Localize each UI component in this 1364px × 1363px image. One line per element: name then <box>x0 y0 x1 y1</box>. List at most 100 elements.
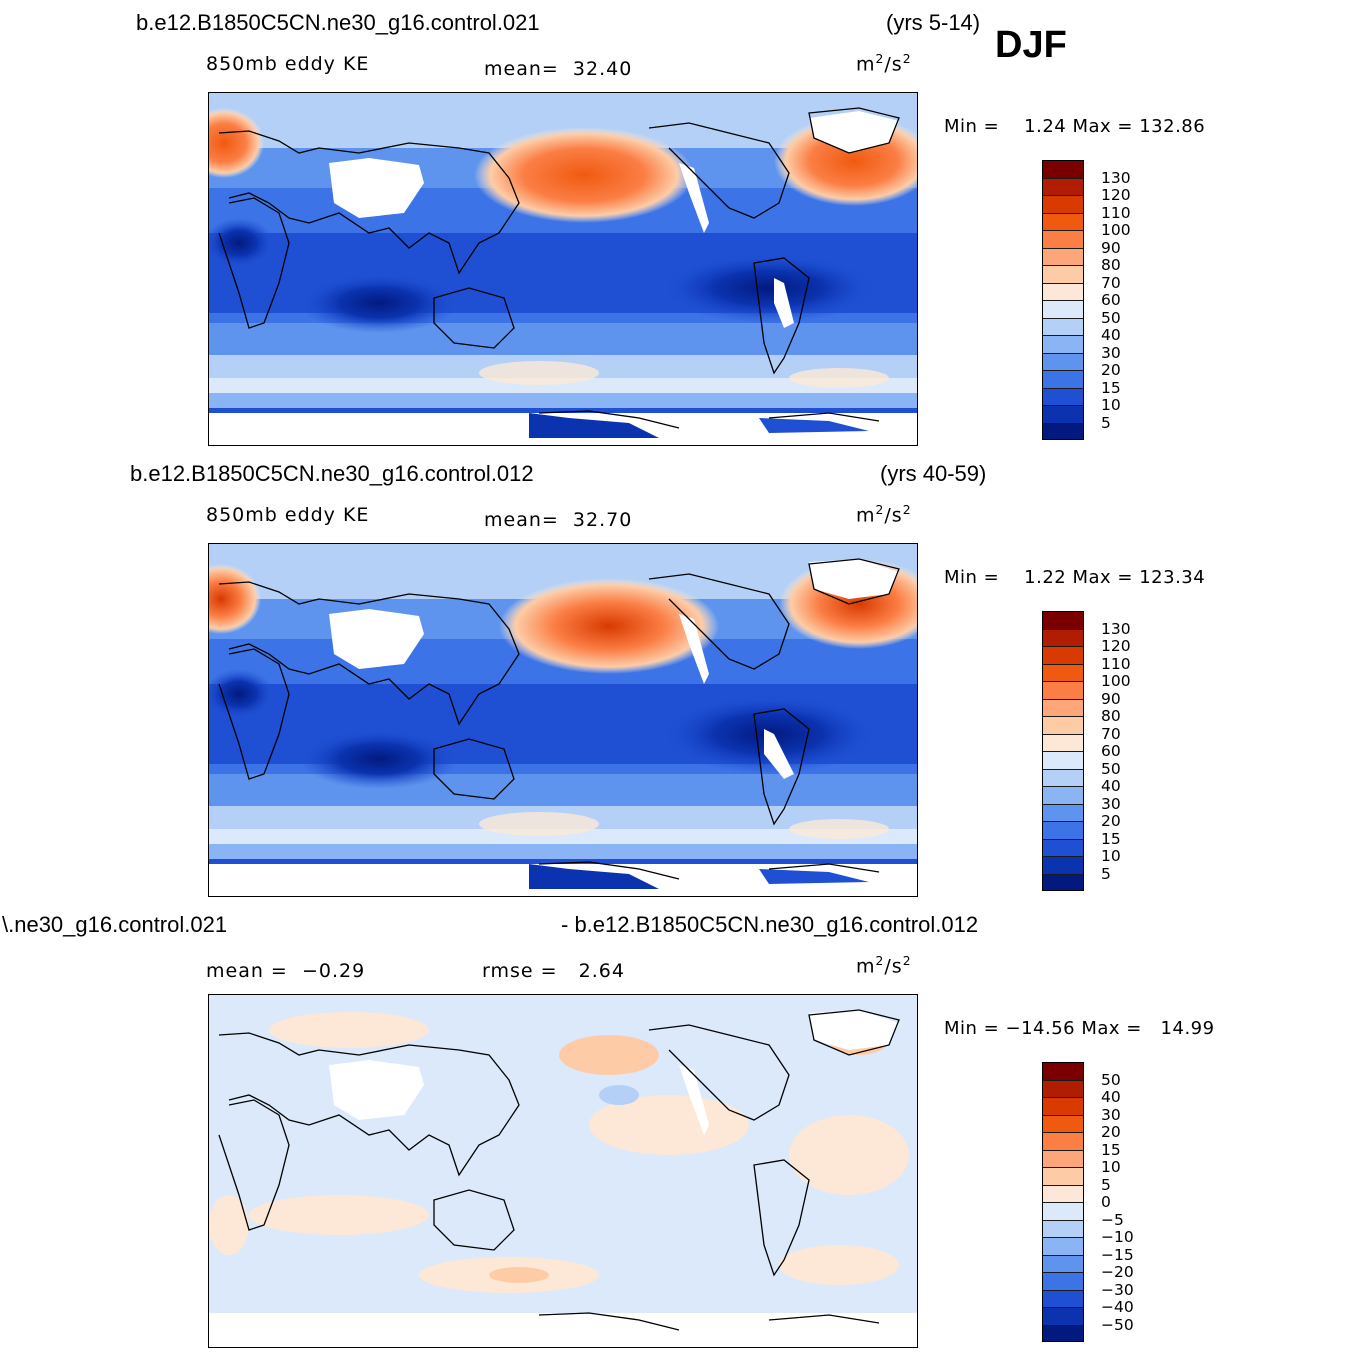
panel2-mean-label: mean= <box>484 509 559 531</box>
colorbar-swatch <box>1042 786 1084 804</box>
colorbar-swatch <box>1042 1132 1084 1150</box>
panel3-contour-field <box>209 995 917 1347</box>
min-label: Min = <box>944 567 1000 588</box>
colorbar-swatch <box>1042 370 1084 388</box>
colorbar-label: 50 <box>1101 759 1121 778</box>
colorbar-swatch <box>1042 352 1084 370</box>
panel2-mean: mean= 32.70 <box>484 509 632 531</box>
colorbar-swatch <box>1042 1202 1084 1220</box>
colorbar-swatch <box>1042 838 1084 856</box>
panel1-map <box>208 92 918 446</box>
colorbar-swatch <box>1042 1289 1084 1307</box>
colorbar-swatch <box>1042 733 1084 751</box>
colorbar-swatch <box>1042 405 1084 423</box>
colorbar-swatch <box>1042 300 1084 318</box>
colorbar-swatch <box>1042 335 1084 353</box>
colorbar-label: 10 <box>1101 847 1121 865</box>
panel1-mean-value: 32.40 <box>572 58 633 80</box>
colorbar-swatch <box>1042 751 1084 769</box>
colorbar-label: 50 <box>1101 1070 1121 1089</box>
panel3-rmse-value: 2.64 <box>578 960 625 982</box>
max-value: 132.86 <box>1139 116 1206 137</box>
colorbar-label: −10 <box>1101 1228 1134 1246</box>
colorbar-label: 30 <box>1101 1105 1121 1124</box>
colorbar-swatch <box>1042 1324 1084 1342</box>
units-base: m <box>856 504 876 527</box>
colorbar-swatch <box>1042 646 1084 664</box>
panel1-variable: 850mb eddy KE <box>206 53 370 75</box>
panel2-colorbar <box>1042 611 1084 891</box>
colorbar-swatch <box>1042 873 1084 891</box>
colorbar-swatch <box>1042 160 1084 178</box>
colorbar-swatch <box>1042 1079 1084 1097</box>
panel1-case-title: b.e12.B1850C5CN.ne30_g16.control.021 <box>136 10 540 35</box>
max-label: Max = <box>1072 116 1133 137</box>
colorbar-label: 40 <box>1101 326 1121 344</box>
colorbar-swatch <box>1042 247 1084 265</box>
colorbar-label: 80 <box>1101 707 1121 725</box>
colorbar-label: −50 <box>1101 1315 1134 1334</box>
colorbar-swatch <box>1042 1097 1084 1115</box>
colorbar-swatch <box>1042 821 1084 839</box>
colorbar-label: −40 <box>1101 1298 1134 1316</box>
units-mid: /s <box>884 53 903 76</box>
colorbar-swatch <box>1042 1184 1084 1202</box>
colorbar-swatch <box>1042 1149 1084 1167</box>
colorbar-swatch <box>1042 282 1084 300</box>
panel2-case-title: b.e12.B1850C5CN.ne30_g16.control.012 <box>130 461 534 486</box>
panel2-units: m2/s2 <box>856 503 912 526</box>
colorbar-label: 70 <box>1101 273 1121 292</box>
panel1-min-max: Min = 1.24 Max = 132.86 <box>944 116 1205 137</box>
colorbar-swatch <box>1042 768 1084 786</box>
colorbar-label: 5 <box>1101 413 1111 432</box>
colorbar-swatch <box>1042 698 1084 716</box>
colorbar-label: 90 <box>1101 689 1121 708</box>
colorbar-swatch <box>1042 422 1084 440</box>
colorbar-swatch <box>1042 1237 1084 1255</box>
colorbar-label: −20 <box>1101 1263 1134 1281</box>
panel1-colorbar <box>1042 160 1084 440</box>
units-exp: 2 <box>902 954 912 968</box>
colorbar-swatch <box>1042 1254 1084 1272</box>
panel2-years: (yrs 40-59) <box>880 461 987 486</box>
max-label: Max = <box>1081 1018 1142 1039</box>
colorbar-swatch <box>1042 716 1084 734</box>
colorbar-label: 60 <box>1101 742 1121 760</box>
colorbar-label: 20 <box>1101 812 1121 830</box>
units-exp: 2 <box>875 52 885 66</box>
panel3-case-title-left: \.ne30_g16.control.021 <box>2 912 228 937</box>
colorbar-swatch <box>1042 212 1084 230</box>
colorbar-label: 5 <box>1101 864 1111 883</box>
colorbar-label: −15 <box>1101 1245 1134 1264</box>
colorbar-swatch <box>1042 1167 1084 1185</box>
panel3-min-max: Min = −14.56 Max = 14.99 <box>944 1018 1215 1039</box>
min-label: Min = <box>944 116 1000 137</box>
units-exp: 2 <box>902 503 912 517</box>
colorbar-label: 30 <box>1101 794 1121 813</box>
colorbar-swatch <box>1042 1114 1084 1132</box>
colorbar-label: 80 <box>1101 256 1121 274</box>
colorbar-swatch <box>1042 611 1084 629</box>
panel3-mean-value: −0.29 <box>301 960 366 982</box>
max-value: 14.99 <box>1160 1018 1215 1039</box>
units-mid: /s <box>884 504 903 527</box>
min-value: −14.56 <box>1005 1018 1076 1039</box>
colorbar-swatch <box>1042 265 1084 283</box>
colorbar-swatch <box>1042 681 1084 699</box>
panel3-units: m2/s2 <box>856 954 912 977</box>
colorbar-label: 120 <box>1101 637 1131 655</box>
panel3-rmse-label: rmse = <box>482 960 558 982</box>
panel3-mean: mean = −0.29 <box>206 960 365 982</box>
colorbar-swatch <box>1042 1307 1084 1325</box>
colorbar-label: 50 <box>1101 308 1121 327</box>
panel2-map <box>208 543 918 897</box>
units-exp: 2 <box>875 954 885 968</box>
colorbar-label: 120 <box>1101 186 1131 204</box>
colorbar-label: 30 <box>1101 343 1121 362</box>
colorbar-label: 90 <box>1101 238 1121 257</box>
panel2-variable: 850mb eddy KE <box>206 504 370 526</box>
season-label: DJF <box>995 24 1067 66</box>
colorbar-swatch <box>1042 195 1084 213</box>
colorbar-label: 5 <box>1101 1175 1111 1194</box>
min-label: Min = <box>944 1018 1000 1039</box>
